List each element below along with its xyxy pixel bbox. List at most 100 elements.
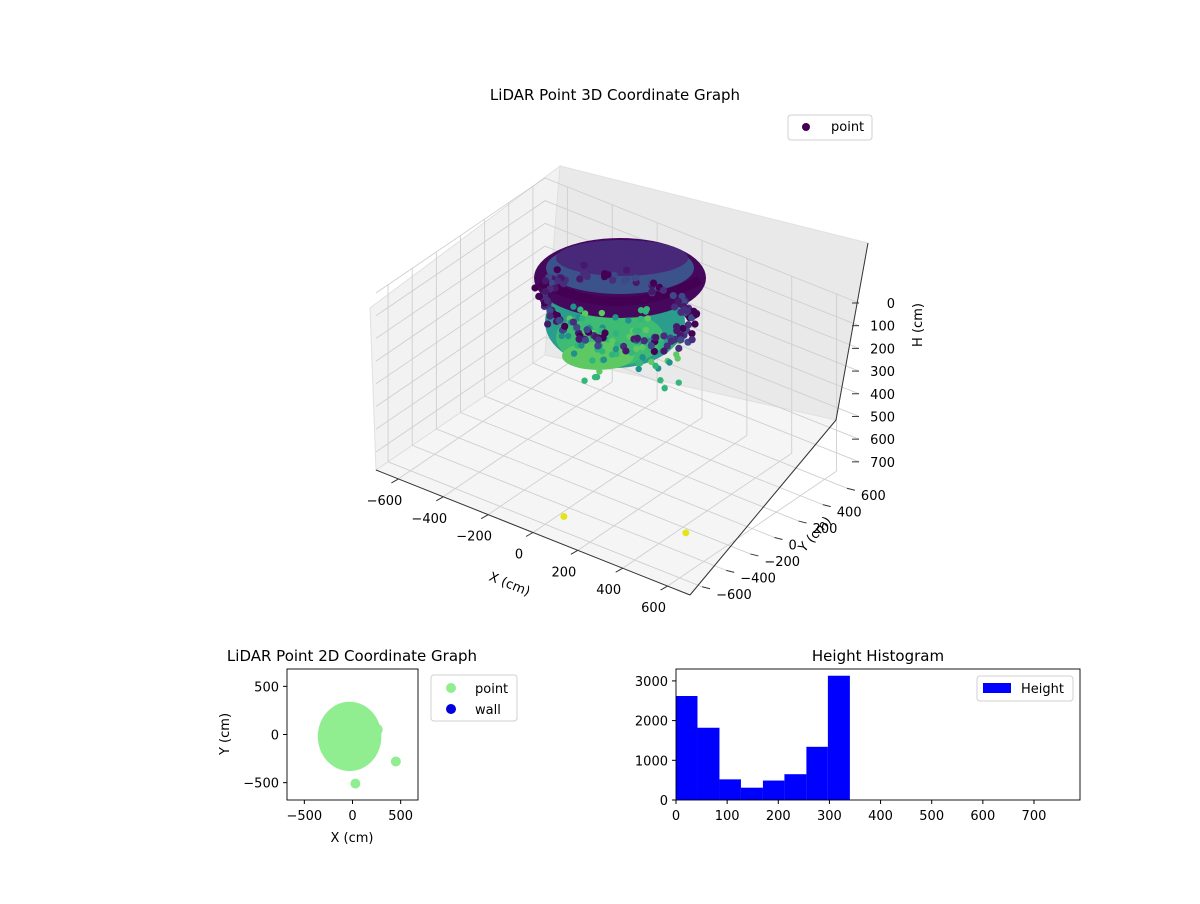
histogram-bar: [740, 787, 763, 800]
cloud-dot-lower: [596, 368, 603, 375]
x-tick-label-3d: 600: [641, 601, 666, 616]
legend-3d-box: [787, 114, 873, 141]
y-axis-line: [689, 419, 837, 596]
cloud-dot-lower: [673, 351, 680, 358]
cloud-dot-lower: [598, 309, 606, 317]
cloud-dot-lower: [666, 359, 673, 366]
cloud-dot-ring: [679, 324, 687, 333]
cloud-dot-ring: [600, 273, 609, 281]
y-tick-label-hist: 3000: [635, 675, 668, 690]
histogram-bar: [827, 675, 850, 800]
cloud-dot-ring: [583, 326, 591, 334]
cloud-dot-lower: [612, 314, 619, 321]
x-tick-label-3d: 400: [596, 583, 621, 598]
z-tick-label-3d: 300: [870, 365, 895, 380]
cloud-dot-ring: [667, 337, 676, 345]
histogram-bar: [762, 780, 785, 800]
histogram-bars: [676, 675, 850, 800]
cloud-dot-lower: [570, 350, 578, 357]
grid-line-floor-y: [436, 428, 751, 555]
ticks-hist: 0 100 200 300 400 500 600 700 0 1000 2000 3000: [635, 675, 1046, 824]
cloud-dot-lower: [635, 365, 642, 373]
y-tick-label-3d: 600: [861, 489, 886, 504]
cloud-dot-ring: [561, 322, 569, 330]
y-tick-3d: [798, 520, 807, 524]
title-hist: Height Histogram: [812, 647, 944, 665]
cloud-dot-ring: [594, 342, 602, 350]
y-tick-3d: [774, 537, 783, 540]
x-tick-label-2d: −500: [286, 809, 322, 824]
ceiling-ring-top: [556, 240, 688, 276]
cloud-dot-lower: [644, 315, 652, 322]
ticks-2d: −500 0 500 −500 0 500: [243, 680, 413, 824]
y-tick-3d: [726, 569, 735, 573]
ticks-3d: −600−400−2000200400600−600−400−200020040…: [367, 297, 895, 616]
histogram-bar: [676, 695, 698, 800]
cloud-dot-ring: [546, 307, 554, 315]
x-tick-label-hist: 700: [1022, 809, 1047, 824]
y-tick-label-2d: −500: [243, 777, 279, 792]
cloud-dot-lower: [642, 326, 650, 334]
cloud-dot-lower: [639, 343, 646, 351]
cloud-dot-ring: [555, 316, 563, 325]
cloud-dot-lower: [564, 332, 572, 340]
ceiling-ring-rim: [537, 276, 703, 306]
grid-line-floor-y: [532, 362, 848, 489]
scatter-blob-point: [317, 701, 382, 772]
z-tick-label-3d: 400: [870, 388, 895, 403]
cloud-dot-lower: [652, 362, 659, 370]
z-tick-label-3d: 0: [887, 297, 895, 312]
legend-3d-label: point: [831, 120, 864, 135]
cloud-dot-ring: [691, 320, 699, 328]
cloud-dot-ring: [649, 279, 658, 287]
cloud-dot-ring: [575, 335, 583, 343]
cloud-dot-lower: [661, 384, 668, 392]
x-tick-3d: [480, 514, 489, 520]
scatter-point-point: [370, 723, 383, 736]
grid-line-floor-y: [412, 444, 727, 571]
cloud-dot-lower: [633, 345, 640, 352]
histogram-bar: [784, 774, 807, 800]
cloud-dot-lower: [643, 305, 650, 313]
cloud-dot-ring: [633, 334, 642, 342]
cloud-dot-ring: [660, 347, 668, 355]
z-axis-line: [835, 242, 869, 421]
x-tick-label-hist: 600: [970, 809, 995, 824]
grid-line-floor-y: [460, 412, 775, 538]
grid-line-z: [375, 200, 860, 327]
grid-line-floor-y: [484, 395, 799, 522]
cloud-dot-ring: [541, 287, 550, 296]
cloud-dot-lower: [581, 310, 589, 317]
grid-line-z: [375, 245, 860, 372]
cloud-dot-ring: [594, 336, 603, 344]
cloud-dot-ring: [535, 292, 544, 300]
legend-3d-marker: [802, 123, 810, 131]
cloud-dot-ring: [608, 276, 617, 284]
cloud-dot-ring: [620, 277, 629, 285]
cloud-dot-lower: [609, 337, 616, 345]
grid-line-z: [375, 336, 860, 463]
z-tick-label-3d: 700: [870, 456, 895, 471]
x-tick-label-2d: 0: [348, 809, 356, 824]
x-tick-label-3d: −200: [456, 530, 492, 545]
x-tick-label-2d: 500: [388, 809, 413, 824]
x-tick-label-hist: 0: [672, 809, 680, 824]
cloud-dot-ring: [583, 272, 591, 281]
plot-histogram: Height Histogram 0 100 200 300 400 500 600 7000…: [635, 647, 1081, 824]
cloud-dot-lower: [637, 306, 645, 314]
cloud-dot-ring: [674, 297, 683, 306]
legend-hist-swatch: [983, 683, 1011, 693]
grid-line-floor-y: [508, 379, 823, 506]
title-2d: LiDAR Point 2D Coordinate Graph: [227, 647, 477, 665]
legend-2d-label-point: point: [475, 682, 508, 697]
cloud-dot-ring: [675, 344, 683, 352]
y-tick-label-2d: 500: [254, 680, 279, 695]
cloud-dot-ring: [659, 286, 667, 294]
y-tick-3d: [701, 586, 711, 590]
x-tick-label-3d: −400: [411, 512, 447, 527]
y-tick-label-hist: 2000: [635, 715, 668, 730]
histogram-bar: [719, 779, 741, 800]
grid-line-z: [375, 313, 860, 440]
cloud-dot-ring: [631, 274, 639, 282]
cloud-dot-ring: [559, 280, 568, 288]
